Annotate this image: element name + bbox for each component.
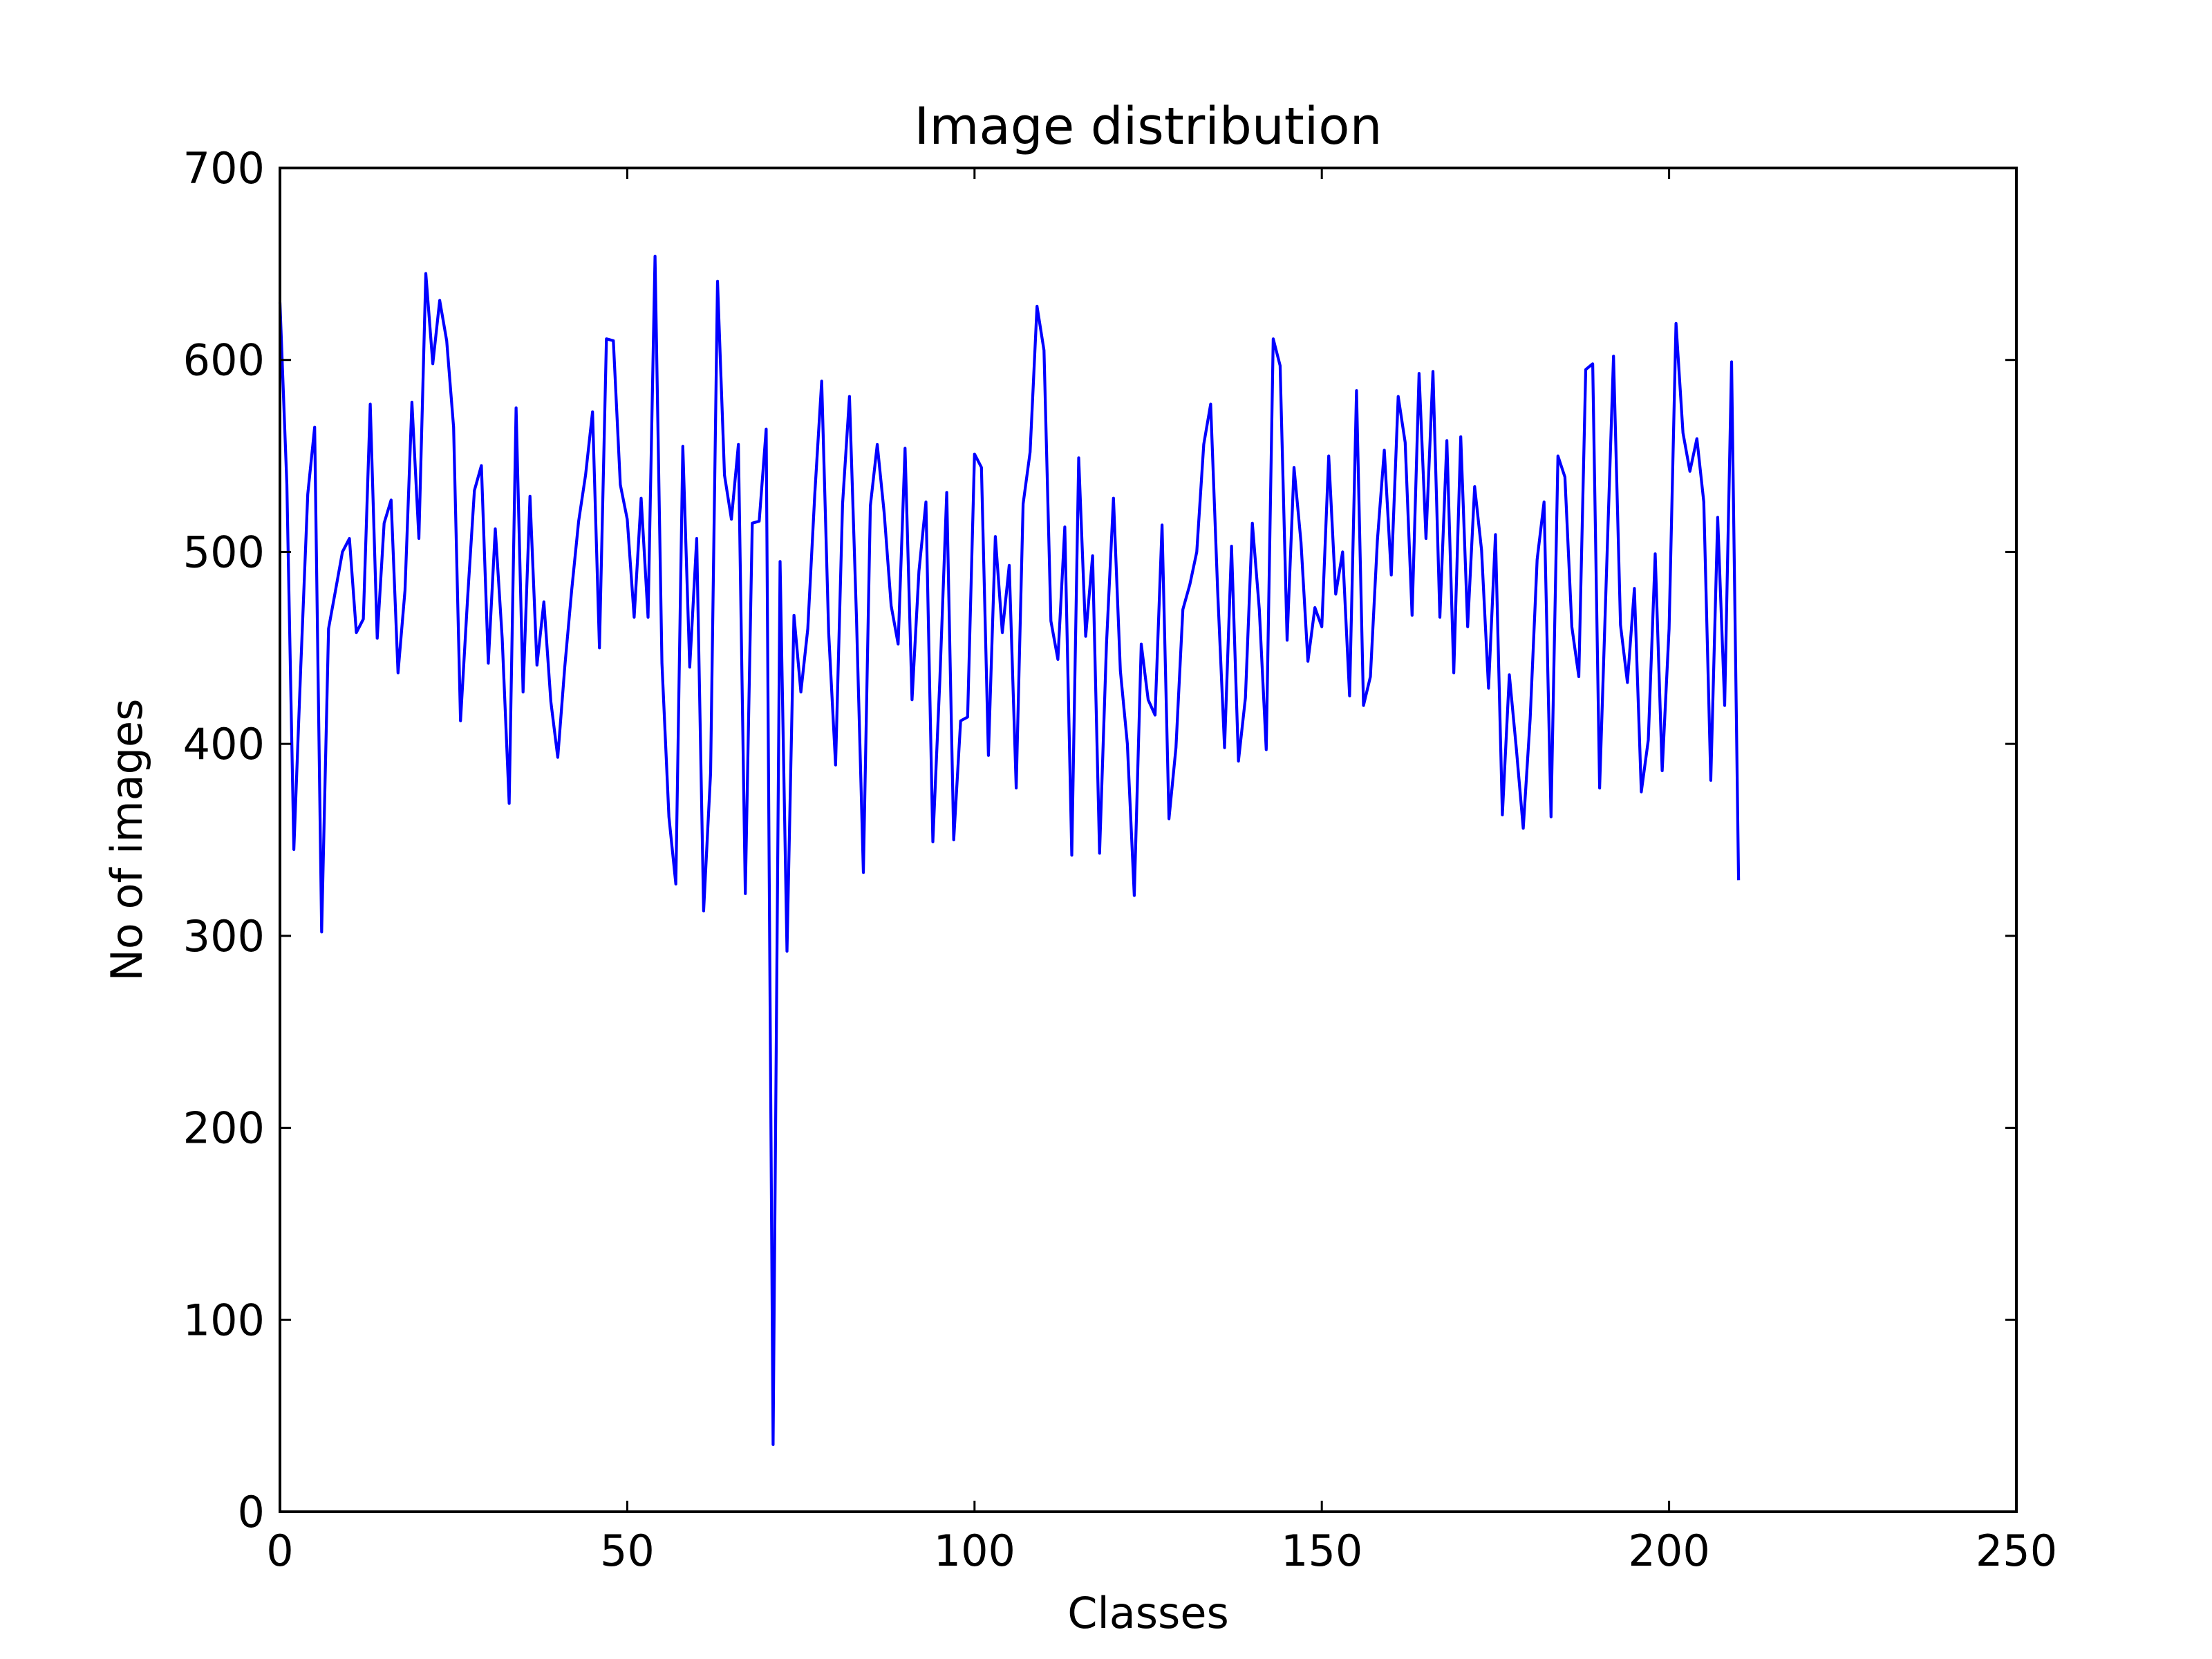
x-tick-label: 200 [1628, 1526, 1709, 1576]
y-tick-label: 0 [238, 1487, 265, 1537]
y-tick-label: 100 [183, 1295, 265, 1345]
x-tick-label: 150 [1281, 1526, 1362, 1576]
y-tick-label: 600 [183, 335, 265, 386]
x-axis-label: Classes [1067, 1588, 1229, 1638]
x-tick-label: 100 [934, 1526, 1015, 1576]
y-tick-label: 400 [183, 719, 265, 769]
y-tick-label: 200 [183, 1103, 265, 1154]
series-line-0 [278, 254, 1741, 1446]
x-tick-label: 250 [1976, 1526, 2057, 1576]
chart-title: Image distribution [915, 97, 1382, 156]
x-tick-label: 0 [266, 1526, 293, 1576]
y-axis-label: No of images [102, 699, 152, 982]
x-tick-label: 50 [600, 1526, 655, 1576]
series-layer [278, 254, 1741, 1446]
ticks-layer: 0 50 100 150 200 250 0 100 200 300 400 500 600 700 [183, 143, 2058, 1576]
plot-frame [279, 167, 2018, 1513]
y-tick-label: 700 [183, 143, 265, 194]
y-tick-label: 500 [183, 527, 265, 577]
y-tick-label: 300 [183, 911, 265, 962]
